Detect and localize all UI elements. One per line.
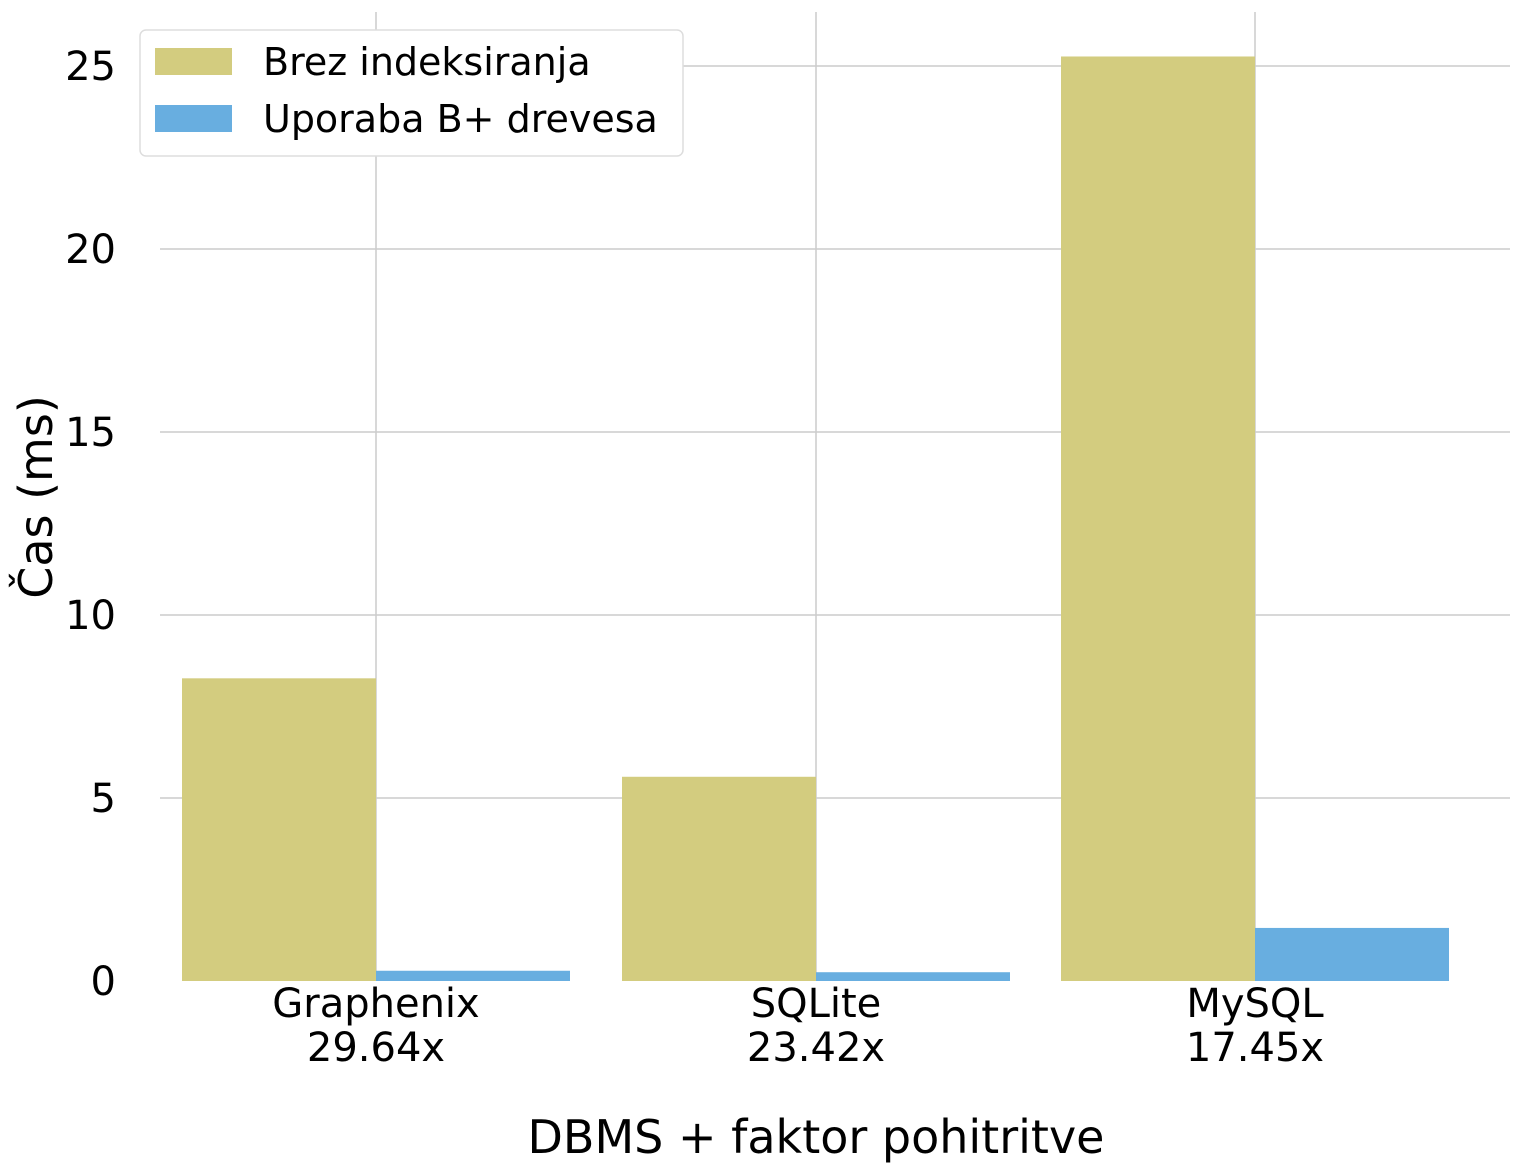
y-tick-label-0: 0 bbox=[91, 959, 116, 1005]
legend-label-1: Uporaba B+ drevesa bbox=[263, 97, 658, 141]
y-axis-ticks: 0 5 10 15 20 25 bbox=[65, 44, 116, 1005]
y-tick-label-4: 20 bbox=[65, 227, 116, 273]
x-category-sublabel-1: 23.42x bbox=[747, 1025, 885, 1071]
bar-s1-c0 bbox=[376, 970, 570, 981]
legend-swatch-1 bbox=[155, 105, 232, 132]
legend-swatch-0 bbox=[155, 48, 232, 75]
x-category-sublabel-2: 17.45x bbox=[1186, 1025, 1324, 1071]
bars bbox=[182, 56, 1449, 981]
x-category-sublabel-0: 29.64x bbox=[307, 1025, 445, 1071]
x-axis-title: DBMS + faktor pohitritve bbox=[528, 1110, 1105, 1164]
bar-s0-c2 bbox=[1061, 56, 1255, 981]
x-category-label-0: Graphenix bbox=[272, 981, 479, 1027]
bar-s0-c1 bbox=[622, 776, 816, 981]
x-category-label-2: MySQL bbox=[1186, 981, 1324, 1027]
legend: Brez indeksiranja Uporaba B+ drevesa bbox=[139, 29, 684, 157]
y-tick-label-2: 10 bbox=[65, 593, 116, 639]
bar-s1-c2 bbox=[1255, 927, 1449, 981]
legend-frame bbox=[139, 29, 684, 157]
y-tick-label-5: 25 bbox=[65, 44, 116, 90]
y-axis-title: Čas (ms) bbox=[8, 395, 63, 599]
bar-s1-c1 bbox=[816, 972, 1010, 981]
legend-label-0: Brez indeksiranja bbox=[263, 40, 591, 84]
y-tick-label-1: 5 bbox=[91, 776, 116, 822]
bar-s0-c0 bbox=[182, 678, 376, 981]
y-tick-label-3: 15 bbox=[65, 410, 116, 456]
x-category-label-1: SQLite bbox=[751, 981, 882, 1027]
